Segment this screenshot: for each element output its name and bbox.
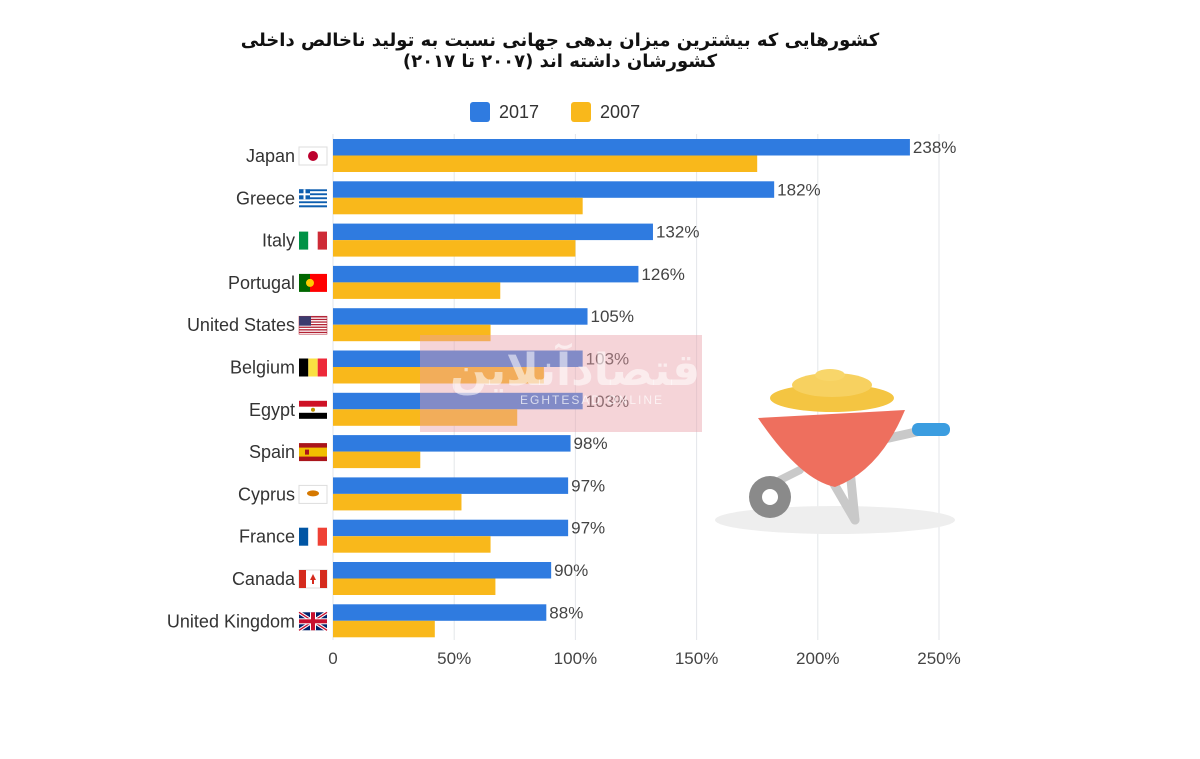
chart-title: کشورهایی که بیشترین میزان بدهی جهانی نسب…: [240, 30, 880, 72]
japan-flag: [298, 146, 328, 166]
wheelbarrow-illustration: [715, 369, 955, 534]
ticks-layer: 0 50% 100% 150% 200% 250%: [328, 649, 960, 668]
flags-layer: [298, 146, 328, 632]
category-label: Belgium: [230, 358, 295, 378]
data-label-2017: 182%: [777, 180, 820, 199]
bar-2007: [333, 536, 491, 553]
data-label-2017: 103%: [586, 350, 629, 369]
bar-2007: [333, 155, 758, 172]
bar-2017: [333, 435, 571, 452]
category-label: France: [239, 527, 295, 547]
x-tick-label: 200%: [796, 649, 839, 668]
canada-flag: [298, 569, 328, 589]
category-label: Japan: [246, 146, 295, 166]
belgium-flag: [299, 358, 327, 377]
bar-2017: [333, 223, 653, 241]
bar-2007: [333, 282, 501, 299]
data-label-2017: 90%: [554, 561, 588, 580]
bar-2007: [333, 367, 544, 384]
legend: 2017 2007: [470, 100, 664, 124]
category-label: Italy: [262, 231, 295, 251]
category-label: Spain: [249, 442, 295, 462]
data-label-2017: 105%: [591, 307, 634, 326]
spain-flag: [299, 443, 327, 462]
united-kingdom-flag: [298, 610, 328, 632]
watermark-text: اقتصادآنلاین: [450, 345, 716, 396]
x-tick-label: 100%: [554, 649, 597, 668]
bar-2007: [333, 324, 491, 342]
category-label: Canada: [232, 569, 296, 589]
data-label-2017: 98%: [574, 434, 608, 453]
bar-2017: [333, 562, 552, 579]
grid-layer: [332, 134, 940, 640]
x-tick-label: 0: [328, 649, 337, 668]
portugal-flag: [299, 273, 327, 292]
category-label: Greece: [236, 188, 295, 208]
bar-2007: [333, 240, 576, 257]
x-tick-label: 250%: [917, 649, 960, 668]
legend-item-2017: 2017: [470, 102, 539, 123]
watermark: اقتصادآنلاین EGHTESAD ONLINE: [420, 335, 715, 432]
data-label-2017: 97%: [571, 519, 605, 538]
category-label: Portugal: [228, 273, 295, 293]
data-label-2017: 238%: [913, 138, 956, 157]
data-label-2017: 97%: [571, 476, 605, 495]
legend-label-2017: 2017: [499, 101, 540, 122]
category-label: United Kingdom: [167, 611, 295, 631]
bar-2007: [333, 451, 421, 469]
data-label-2017: 126%: [641, 265, 684, 284]
cyprus-flag: [298, 484, 328, 504]
bar-2007: [333, 409, 518, 426]
category-label: Egypt: [249, 400, 295, 420]
data-label-2017: 88%: [549, 603, 583, 622]
bar-2017: [333, 181, 775, 198]
category-label: Cyprus: [238, 484, 295, 504]
legend-label-2007: 2007: [600, 101, 641, 122]
bar-2007: [333, 197, 583, 215]
labels-layer: 238% Japan 182% Greece 132% Italy 126% Portugal…: [167, 138, 956, 631]
x-tick-label: 50%: [437, 649, 471, 668]
bar-2017: [333, 604, 547, 621]
legend-swatch-2017: [470, 102, 490, 122]
watermark-sub: EGHTESAD ONLINE: [520, 393, 665, 407]
bar-2007: [333, 578, 496, 595]
x-tick-label: 150%: [675, 649, 718, 668]
data-label-2017: 132%: [656, 223, 699, 242]
bar-2017: [333, 519, 569, 537]
data-label-2017: 103%: [586, 392, 629, 411]
category-label: United States: [187, 315, 295, 335]
bar-2007: [333, 620, 435, 638]
united-states-flag: [298, 315, 328, 335]
greece-flag: [299, 189, 327, 208]
bar-2017: [333, 139, 910, 156]
egypt-flag: [299, 400, 327, 419]
bar-2017: [333, 477, 569, 494]
bar-2017: [333, 392, 583, 410]
italy-flag: [299, 231, 327, 250]
bar-2007: [333, 493, 462, 511]
bar-2017: [333, 350, 583, 367]
bar-2017: [333, 265, 639, 283]
legend-swatch-2007: [571, 102, 592, 122]
bars-layer: [333, 139, 910, 638]
bar-2017: [333, 308, 588, 325]
france-flag: [299, 527, 327, 546]
legend-item-2007: 2007: [571, 102, 640, 123]
